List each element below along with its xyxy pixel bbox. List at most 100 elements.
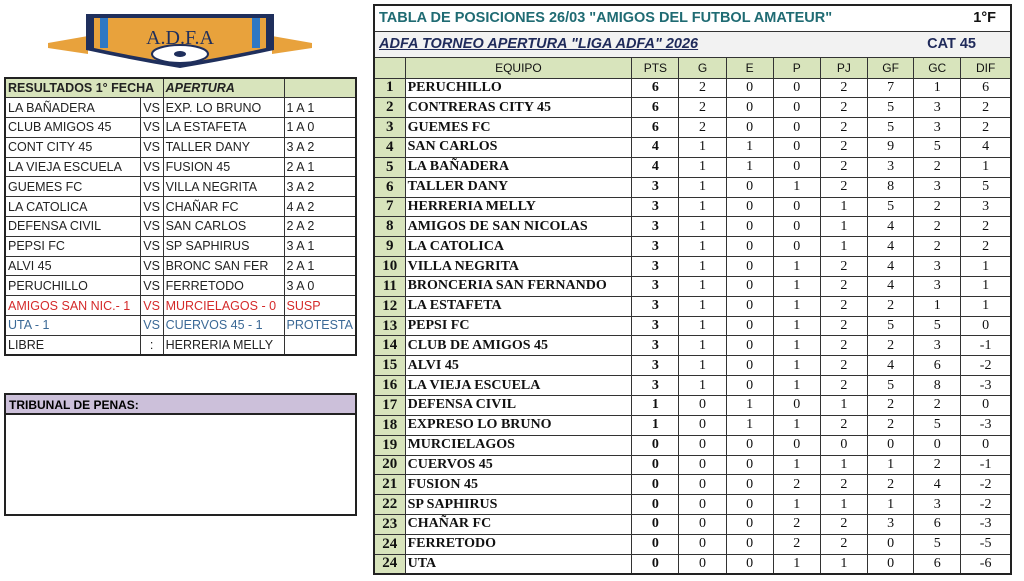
goal-difference: -2 [960,494,1012,516]
lost: 0 [772,97,821,119]
lost: 1 [772,176,821,198]
position: 7 [373,196,406,218]
vs-label: : [139,334,164,356]
points: 3 [631,295,680,317]
won: 1 [678,315,727,337]
goals-for: 7 [866,77,915,99]
away-team: EXP. LO BRUNO [162,97,285,119]
won: 0 [678,553,727,575]
goal-difference: 2 [960,97,1012,119]
won: 1 [678,275,727,297]
points: 0 [631,434,680,456]
goal-difference: -3 [960,514,1012,535]
won: 1 [678,256,727,277]
lost: 1 [772,315,821,337]
won: 1 [678,355,727,377]
team-name: CONTRERAS CITY 45 [404,97,633,119]
vs-label: VS [139,255,164,277]
won: 2 [678,117,727,139]
home-team: LA VIEJA ESCUELA [4,156,141,178]
goals-for: 5 [866,97,915,119]
home-team: PEPSI FC [4,235,141,257]
result-row: PEPSI FC VS SP SAPHIRUS 3 A 1 [4,235,357,257]
goals-for: 4 [866,355,915,377]
column-header: GF [866,56,915,79]
position: 1 [373,77,406,99]
position: 17 [373,395,406,416]
result-row: LA CATOLICA VS CHAÑAR FC 4 A 2 [4,196,357,218]
vs-label: VS [139,156,164,178]
goals-against: 6 [913,355,962,377]
points: 6 [631,117,680,139]
score: SUSP [283,295,357,317]
standings-row: 17 DEFENSA CIVIL 1 0 1 0 1 2 2 0 [373,395,1012,416]
played: 2 [819,355,869,377]
column-header: DIF [960,56,1012,79]
won: 2 [678,97,727,119]
won: 2 [678,77,727,99]
team-name: CLUB DE AMIGOS 45 [404,335,633,357]
standings-row: 7 HERRERIA MELLY 3 1 0 0 1 5 2 3 [373,196,1012,218]
goals-for: 2 [866,474,915,496]
team-name: BRONCERIA SAN FERNANDO [404,275,633,297]
goals-for: 1 [866,454,915,476]
position: 2 [373,97,406,119]
won: 0 [678,454,727,476]
won: 1 [678,176,727,198]
score: 4 A 2 [283,196,357,218]
goal-difference: 3 [960,196,1012,218]
standings-row: 16 LA VIEJA ESCUELA 3 1 0 1 2 5 8 -3 [373,375,1012,396]
points: 3 [631,176,680,198]
standings-row: 3 GUEMES FC 6 2 0 0 2 5 3 2 [373,117,1012,139]
won: 0 [678,514,727,535]
goals-against: 3 [913,275,962,297]
lost: 2 [772,514,821,535]
goals-for: 5 [866,117,915,139]
team-name: CUERVOS 45 [404,454,633,476]
played: 0 [819,434,869,456]
lost: 1 [772,414,821,436]
position: 22 [373,494,406,516]
goals-against: 3 [913,494,962,516]
drawn: 0 [725,275,774,297]
column-header: PJ [819,56,869,79]
goals-against: 2 [913,196,962,218]
team-name: VILLA NEGRITA [404,256,633,277]
points: 3 [631,256,680,277]
goals-for: 4 [866,216,915,238]
standings-row: 24 UTA 0 0 0 1 1 0 6 -6 [373,553,1012,575]
drawn: 0 [725,315,774,337]
played: 2 [819,295,869,317]
points: 3 [631,315,680,337]
drawn: 0 [725,97,774,119]
points: 3 [631,216,680,238]
lost: 1 [772,375,821,396]
team-name: TALLER DANY [404,176,633,198]
drawn: 0 [725,256,774,277]
score [283,334,357,356]
team-name: DEFENSA CIVIL [404,395,633,416]
result-row: GUEMES FC VS VILLA NEGRITA 3 A 2 [4,176,357,198]
column-header: E [725,56,774,79]
goal-difference: 1 [960,156,1012,178]
home-team: LA CATOLICA [4,196,141,218]
standings-row: 21 FUSION 45 0 0 0 2 2 2 4 -2 [373,474,1012,496]
adfa-logo: A.D.F.A [48,14,312,68]
played: 1 [819,553,869,575]
team-name: HERRERIA MELLY [404,196,633,218]
team-name: CHAÑAR FC [404,514,633,535]
score: 3 A 1 [283,235,357,257]
played: 2 [819,474,869,496]
goal-difference: -1 [960,454,1012,476]
score: 3 A 2 [283,176,357,198]
goals-against: 3 [913,97,962,119]
drawn: 0 [725,236,774,258]
tribunal-box: TRIBUNAL DE PENAS: [4,393,357,516]
position: 4 [373,137,406,158]
won: 1 [678,236,727,258]
vs-label: VS [139,136,164,158]
result-row: DEFENSA CIVIL VS SAN CARLOS 2 A 2 [4,216,357,237]
standings-table: TABLA DE POSICIONES 26/03 "AMIGOS DEL FU… [373,4,1012,576]
played: 1 [819,196,869,218]
drawn: 0 [725,176,774,198]
